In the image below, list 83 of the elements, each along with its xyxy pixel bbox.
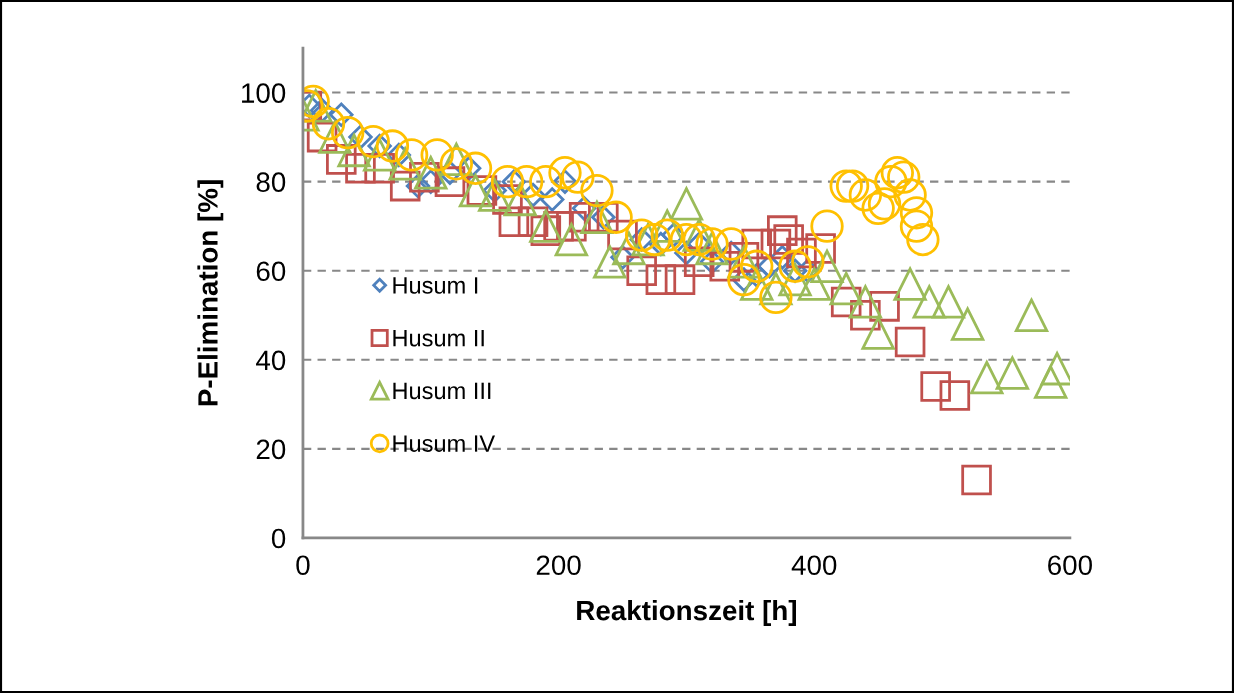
y-tick-label: 100 — [242, 83, 286, 103]
y-axis-title: P-Elimination [%] — [197, 180, 224, 406]
y-tick-label: 40 — [256, 350, 286, 371]
legend-label: Husum III — [393, 382, 491, 400]
point — [394, 138, 429, 172]
legend-label: Husum IV — [393, 435, 496, 452]
point — [669, 222, 704, 257]
point — [669, 187, 704, 221]
point — [880, 156, 914, 190]
point — [509, 164, 544, 199]
x-tick-label: 600 — [1048, 555, 1092, 576]
point — [664, 264, 696, 295]
y-tick-label: 60 — [256, 261, 286, 282]
point — [810, 209, 844, 243]
point — [529, 209, 563, 243]
point — [540, 187, 565, 212]
point — [637, 222, 672, 257]
point — [861, 191, 895, 226]
point — [331, 115, 365, 150]
point — [714, 227, 748, 261]
point — [970, 360, 1004, 395]
x-axis-title: Reaktionszeit [h] — [577, 599, 796, 626]
point — [478, 178, 512, 212]
point — [906, 222, 940, 257]
point — [612, 231, 646, 266]
point — [920, 371, 951, 402]
point — [311, 107, 346, 141]
point — [912, 285, 946, 319]
point — [899, 196, 934, 230]
point — [356, 124, 390, 159]
point — [887, 160, 921, 194]
point — [420, 138, 454, 172]
point — [375, 129, 410, 163]
point — [939, 380, 971, 411]
point — [529, 164, 563, 199]
point — [893, 178, 927, 212]
point — [797, 267, 831, 301]
point — [625, 218, 659, 252]
point — [848, 178, 883, 212]
point — [458, 173, 493, 208]
point — [899, 209, 934, 243]
point — [791, 245, 825, 279]
point — [1014, 298, 1049, 332]
legend-label: Husum I — [393, 277, 478, 294]
point — [931, 285, 966, 319]
point — [867, 187, 902, 221]
point — [490, 164, 525, 199]
point — [498, 206, 530, 238]
point — [778, 249, 812, 283]
point — [961, 464, 992, 496]
point — [650, 218, 684, 252]
point — [554, 222, 589, 257]
point — [829, 169, 863, 203]
point — [561, 160, 595, 194]
point — [580, 173, 614, 208]
legend-label: Husum II — [393, 330, 484, 347]
y-tick-label: 20 — [256, 439, 286, 460]
point — [829, 271, 863, 306]
point — [810, 249, 844, 283]
x-tick-label: 200 — [536, 555, 581, 576]
y-tick-label: 0 — [271, 528, 286, 549]
point — [759, 280, 793, 315]
point — [893, 267, 927, 301]
point — [1034, 365, 1068, 399]
point — [767, 215, 798, 246]
point — [950, 307, 985, 341]
point — [874, 164, 908, 199]
x-tick-label: 400 — [791, 555, 837, 576]
point — [848, 285, 883, 319]
point — [548, 156, 582, 190]
point — [599, 200, 633, 234]
point — [740, 249, 774, 283]
point — [995, 356, 1030, 390]
point — [835, 169, 870, 203]
point — [894, 326, 926, 358]
x-tick-label: 0 — [296, 555, 310, 576]
point — [458, 151, 493, 185]
point — [645, 264, 677, 295]
point — [626, 255, 657, 287]
point — [593, 245, 627, 279]
y-tick-label: 80 — [256, 172, 286, 192]
point — [861, 316, 895, 350]
point — [414, 156, 448, 190]
